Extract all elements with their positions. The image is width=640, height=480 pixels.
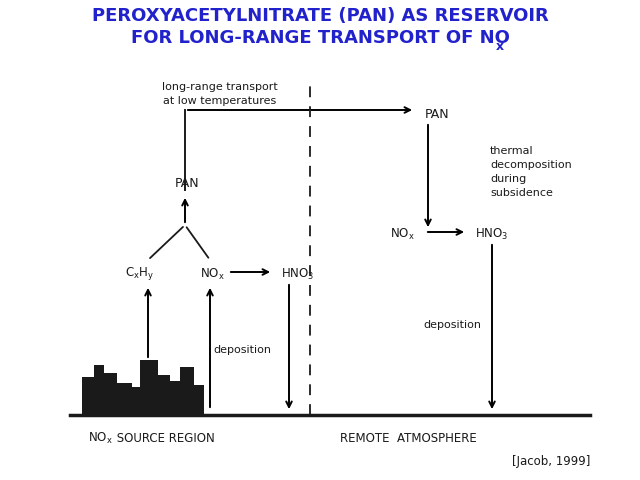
Text: $\mathregular{NO_x}$: $\mathregular{NO_x}$ bbox=[200, 267, 225, 282]
Text: at low temperatures: at low temperatures bbox=[163, 96, 276, 106]
Text: $\mathregular{NO_x}$: $\mathregular{NO_x}$ bbox=[88, 431, 113, 445]
Bar bbox=[132, 387, 140, 415]
Bar bbox=[94, 365, 104, 415]
Bar bbox=[194, 385, 204, 415]
Text: $\mathregular{C_xH_y}$: $\mathregular{C_xH_y}$ bbox=[125, 265, 155, 282]
Text: x: x bbox=[496, 40, 504, 53]
Bar bbox=[117, 383, 132, 415]
Bar bbox=[140, 360, 158, 415]
Text: [Jacob, 1999]: [Jacob, 1999] bbox=[511, 455, 590, 468]
Text: $\mathregular{HNO_3}$: $\mathregular{HNO_3}$ bbox=[475, 227, 509, 242]
Bar bbox=[158, 375, 170, 415]
Bar bbox=[104, 373, 117, 415]
Text: $\mathregular{NO_x}$: $\mathregular{NO_x}$ bbox=[390, 227, 415, 242]
Bar bbox=[170, 381, 180, 415]
Text: FOR LONG-RANGE TRANSPORT OF NO: FOR LONG-RANGE TRANSPORT OF NO bbox=[131, 29, 509, 47]
Text: deposition: deposition bbox=[213, 345, 271, 355]
Text: REMOTE  ATMOSPHERE: REMOTE ATMOSPHERE bbox=[340, 432, 477, 444]
Text: deposition: deposition bbox=[423, 320, 481, 330]
Bar bbox=[82, 377, 94, 415]
Text: thermal
decomposition
during
subsidence: thermal decomposition during subsidence bbox=[490, 146, 572, 198]
Text: PAN: PAN bbox=[175, 177, 200, 190]
Text: SOURCE REGION: SOURCE REGION bbox=[113, 432, 215, 444]
Text: PEROXYACETYLNITRATE (PAN) AS RESERVOIR: PEROXYACETYLNITRATE (PAN) AS RESERVOIR bbox=[92, 7, 548, 25]
Text: $\mathregular{HNO_3}$: $\mathregular{HNO_3}$ bbox=[281, 267, 314, 282]
Text: PAN: PAN bbox=[425, 108, 450, 121]
Text: long-range transport: long-range transport bbox=[162, 82, 278, 92]
Bar bbox=[180, 367, 194, 415]
